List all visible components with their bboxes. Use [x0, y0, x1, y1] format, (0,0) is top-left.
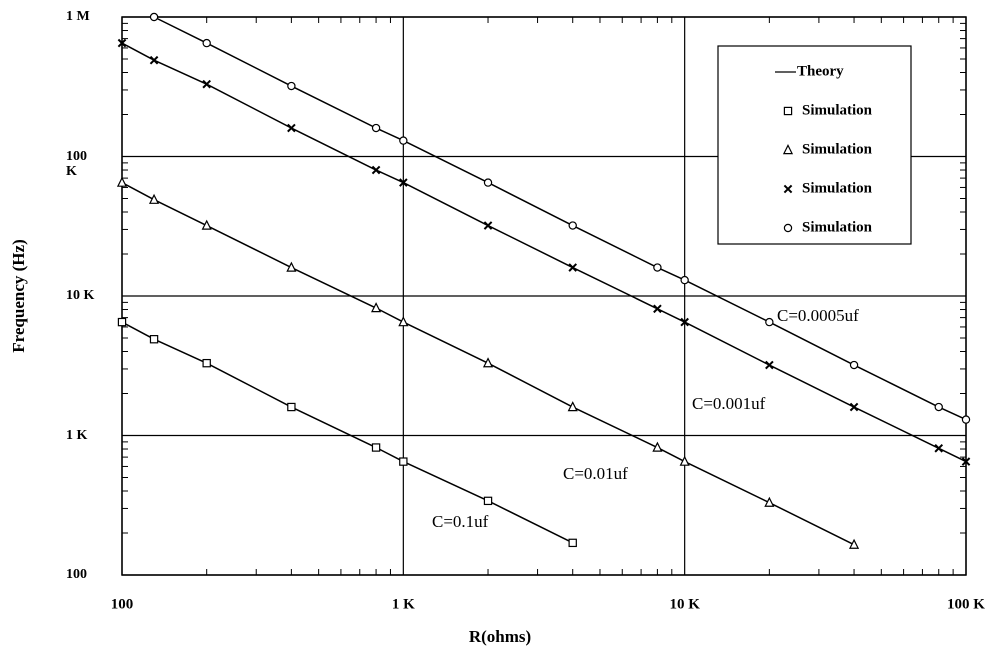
- marker: [148, 193, 160, 204]
- y-tick-label: 1 M: [66, 9, 90, 24]
- marker: [117, 38, 127, 48]
- marker: [483, 221, 493, 230]
- marker: [783, 106, 793, 116]
- marker: [399, 457, 408, 466]
- marker: [201, 219, 212, 230]
- y-axis-label: Frequency (Hz): [9, 239, 28, 352]
- marker: [961, 415, 971, 424]
- marker: [680, 275, 689, 285]
- marker: [371, 165, 381, 175]
- marker: [149, 12, 159, 22]
- marker: [765, 360, 774, 370]
- legend-label: Simulation: [802, 102, 873, 118]
- theory-line: [121, 321, 574, 544]
- marker: [653, 304, 662, 314]
- y-tick-label: 100: [66, 567, 87, 582]
- theory-line: [121, 181, 855, 546]
- marker: [202, 38, 211, 48]
- marker: [849, 402, 859, 412]
- marker: [371, 443, 381, 452]
- marker: [782, 144, 794, 155]
- x-tick-label: 1 K: [392, 596, 415, 612]
- marker: [117, 317, 127, 327]
- x-tick-label: 100: [111, 596, 134, 612]
- marker: [149, 335, 159, 344]
- marker: [287, 123, 296, 133]
- marker: [370, 302, 382, 313]
- marker: [482, 357, 494, 368]
- marker: [652, 441, 663, 452]
- y-tick-label: 1 K: [66, 427, 88, 443]
- marker: [848, 538, 860, 549]
- marker: [286, 261, 297, 272]
- marker: [483, 496, 493, 506]
- marker: [483, 178, 493, 187]
- marker: [961, 457, 971, 466]
- marker: [568, 538, 577, 548]
- marker: [287, 81, 296, 91]
- marker: [934, 443, 944, 453]
- marker: [783, 184, 793, 194]
- marker: [202, 79, 211, 89]
- marker: [653, 263, 662, 272]
- legend-label: Theory: [797, 63, 844, 79]
- marker: [934, 402, 943, 412]
- marker: [567, 401, 578, 412]
- marker: [765, 317, 774, 327]
- y-tick-label: 100 K: [66, 148, 87, 179]
- y-tick-label: 10 K: [66, 288, 95, 303]
- marker: [679, 455, 690, 466]
- curve-label: C=0.0005uf: [777, 306, 859, 325]
- marker: [398, 316, 409, 327]
- marker: [783, 223, 793, 233]
- marker: [680, 317, 689, 327]
- x-tick-label: 10 K: [669, 596, 700, 612]
- marker: [764, 496, 775, 507]
- legend-label: Simulation: [802, 219, 873, 235]
- legend-box: [717, 45, 912, 245]
- marker: [371, 123, 381, 133]
- curve-label: C=0.01uf: [563, 464, 628, 483]
- marker: [399, 178, 408, 187]
- legend-label: Simulation: [802, 180, 873, 196]
- curve-label: C=0.1uf: [432, 512, 489, 531]
- x-tick-label: 100 K: [947, 596, 985, 612]
- x-axis-label: R(ohms): [469, 627, 531, 646]
- marker: [116, 176, 128, 187]
- marker: [568, 221, 577, 230]
- marker: [287, 402, 296, 412]
- theory-line: [121, 42, 967, 463]
- marker: [202, 358, 211, 368]
- marker: [149, 55, 159, 65]
- marker: [849, 360, 859, 370]
- legend-label: Simulation: [802, 141, 873, 157]
- marker: [399, 136, 408, 145]
- curve-label: C=0.001uf: [692, 394, 766, 413]
- marker: [568, 263, 578, 272]
